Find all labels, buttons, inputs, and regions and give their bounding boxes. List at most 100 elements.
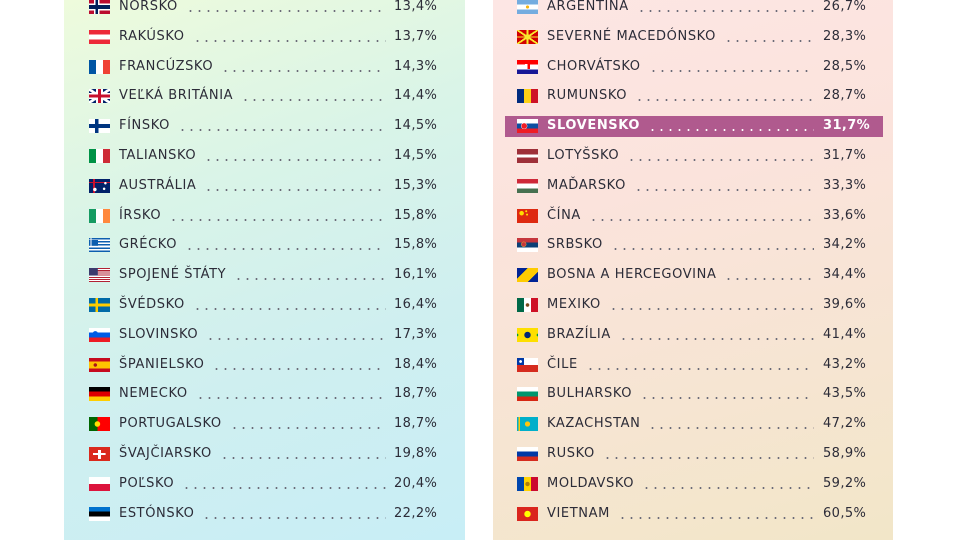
table-row: NÓRSKO 13,4% [0,0,960,18]
percentage-value: 14,3% [394,58,438,74]
table-row: SLOVENSKO 31,7% [0,115,960,137]
country-name: PORTUGALSKO [119,416,222,432]
country-name: BULHARSKO [547,386,633,402]
table-row: ŠVAJČIARSKO 19,8% [0,443,960,465]
country-name: TALIANSKO [119,148,197,163]
table-row: PORTUGALSKO 18,7% [0,413,960,435]
percentage-value: 14,4% [394,88,438,104]
dot-leader [206,337,386,340]
table-row: BOSNA A HERCEGOVINA 34,4% [0,264,960,286]
table-row: FÍNSKO 14,5% [0,115,960,137]
dot-leader [619,337,814,340]
country-name: MOLDAVSKO [547,475,635,491]
percentage-value: 28,7% [823,88,867,104]
right-ranking-panel [493,0,893,540]
table-row: ÍRSKO 15,8% [0,205,960,227]
table-row: VIETNAM 60,5% [0,503,960,525]
table-row: FRANCÚZSKO 14,3% [0,56,960,78]
croatia-flag [517,59,538,74]
percentage-value: 28,5% [823,58,867,74]
dot-leader [603,457,814,459]
percentage-value: 60,5% [823,505,867,521]
dot-leader [221,69,386,72]
percentage-value: 15,3% [394,177,438,193]
kazakhstan-flag [517,417,538,432]
dot-leader [202,516,386,519]
country-name: SPOJENÉ ŠTÁTY [119,267,227,283]
dot-leader [212,367,386,370]
percentage-value: 31,7% [823,148,867,163]
country-name: AUSTRÁLIA [119,177,197,193]
percentage-value: 15,8% [394,237,438,253]
uk-flag [89,89,110,104]
dot-leader [724,39,814,42]
table-row: TALIANSKO 14,5% [0,145,960,167]
latvia-flag [517,149,538,163]
france-flag [89,59,110,74]
percentage-value: 33,3% [823,177,867,193]
dot-leader [637,10,814,12]
dot-leader [169,218,386,221]
germany-flag [89,387,110,402]
country-name: KAZACHSTAN [547,416,641,432]
percentage-value: 16,1% [394,267,438,283]
country-name: ÍRSKO [119,207,162,223]
table-row: BULHARSKO 43,5% [0,383,960,405]
greece-flag [89,238,110,253]
percentage-value: 28,3% [823,28,867,44]
country-name: ŠVAJČIARSKO [119,446,212,461]
dot-leader [193,308,386,310]
percentage-value: 58,9% [823,446,867,461]
table-row: CHORVÁTSKO 28,5% [0,56,960,78]
percentage-value: 18,7% [394,416,438,432]
hungary-flag [517,178,538,193]
table-row: RUSKO 58,9% [0,443,960,465]
dot-leader [586,367,814,370]
percentage-value: 15,8% [394,207,438,223]
spain-flag [89,357,110,372]
dot-leader [649,69,814,72]
percentage-value: 31,7% [823,118,871,134]
percentage-value: 13,7% [394,28,438,44]
dot-leader [193,39,386,42]
country-name: BRAZÍLIA [547,326,611,342]
table-row: ČÍNA 33,6% [0,205,960,227]
percentage-value: 39,6% [823,297,867,312]
estonia-flag [89,506,110,521]
country-name: LOTYŠSKO [547,148,620,163]
dot-leader [230,427,386,430]
dot-leader [234,278,386,281]
finland-flag [89,119,110,134]
country-name: ESTÓNSKO [119,505,195,521]
percentage-value: 43,5% [823,386,867,402]
brazil-flag [517,327,538,342]
russia-flag [517,447,538,461]
bulgaria-flag [517,387,538,402]
country-name: BOSNA A HERCEGOVINA [547,267,717,283]
country-name: NÓRSKO [119,0,178,14]
italy-flag [89,149,110,163]
table-row: AUSTRÁLIA 15,3% [0,175,960,197]
country-name: RUMUNSKO [547,88,628,104]
table-row: KAZACHSTAN 47,2% [0,413,960,435]
portugal-flag [89,417,110,432]
country-name: POĽSKO [119,475,175,491]
percentage-value: 22,2% [394,505,438,521]
chile-flag [517,357,538,372]
argentina-flag [517,0,538,14]
country-name: FÍNSKO [119,118,170,134]
dot-leader [618,516,814,519]
table-row: POĽSKO 20,4% [0,473,960,495]
dot-leader [589,218,814,221]
table-row: GRÉCKO 15,8% [0,234,960,256]
percentage-value: 41,4% [823,326,867,342]
table-row: SEVERNÉ MACEDÓNSKO 28,3% [0,26,960,48]
dot-leader [642,486,814,489]
dot-leader [627,159,814,161]
table-row: MOLDAVSKO 59,2% [0,473,960,495]
percentage-value: 16,4% [394,297,438,312]
country-name: ČILE [547,356,578,372]
country-name: ŠPANIELSKO [119,356,205,372]
table-row: ARGENTÍNA 26,7% [0,0,960,18]
left-ranking-panel [64,0,465,540]
